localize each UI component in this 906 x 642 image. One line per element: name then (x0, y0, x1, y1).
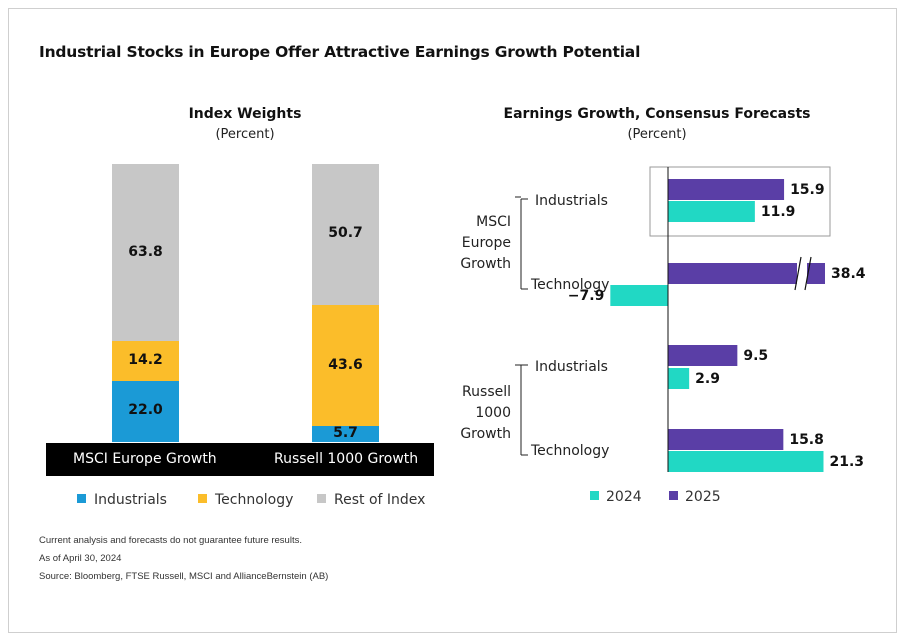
bar-rest-1 (312, 164, 379, 305)
footnote-disclaimer: Current analysis and forecasts do not gu… (39, 535, 302, 546)
footnote-source: Source: Bloomberg, FTSE Russell, MSCI an… (39, 571, 329, 582)
value-label-2024-2: 2.9 (695, 371, 720, 387)
index-weights-title: Index Weights (188, 106, 302, 122)
bracket-top-ticks (515, 196, 521, 366)
page-title: Industrial Stocks in Europe Offer Attrac… (39, 43, 641, 61)
value-label-2024-1: −7.9 (568, 288, 605, 304)
group-label-russell-line3: Growth (460, 426, 511, 442)
legend-label-rest: Rest of Index (334, 492, 426, 508)
footnotes: Current analysis and forecasts do not gu… (39, 532, 328, 586)
group-label-msci-line2: Europe (462, 235, 511, 251)
value-label-2025-3: 15.8 (789, 432, 824, 448)
value-label-2025-2: 9.5 (743, 348, 768, 364)
bracket-russell (520, 364, 528, 456)
group-label-msci-line3: Growth (460, 256, 511, 272)
footnote-date: As of April 30, 2024 (39, 553, 122, 564)
legend-label-industrials: Industrials (94, 492, 167, 508)
legend-item-industrials: Industrials (77, 492, 167, 508)
bar-2025-2 (668, 345, 738, 366)
legend-swatch-industrials (77, 494, 86, 503)
bar-2025-0 (668, 179, 785, 200)
legend-label-2024: 2024 (606, 489, 642, 505)
axis-break-gap (797, 260, 807, 287)
bar-2024-2 (668, 368, 690, 389)
bar-industrials-0 (112, 380, 179, 442)
value-label-2025-0: 15.9 (790, 182, 825, 198)
value-label-2024-0: 11.9 (761, 204, 796, 220)
bar-industrials-1 (312, 426, 379, 442)
bar-2024-0 (668, 201, 755, 222)
bar-2024-3 (668, 451, 824, 472)
category-industrials-russell: Industrials (535, 359, 608, 375)
category-label-msci: MSCI Europe Growth (73, 451, 217, 467)
bracket-msci (520, 198, 528, 290)
legend-item-technology: Technology (198, 492, 293, 508)
highlight-box (649, 166, 831, 237)
bar-2025-1 (668, 263, 825, 284)
index-weights-unit: (Percent) (215, 127, 275, 142)
value-label-2025-1: 38.4 (831, 266, 866, 282)
group-label-russell-line2: 1000 (475, 405, 511, 421)
bar-2024-1 (610, 285, 668, 306)
group-label-russell-line1: Russell (462, 384, 511, 400)
value-label-rest-0: 63.8 (128, 243, 163, 260)
category-technology-msci: Technology (530, 277, 609, 293)
group-label-msci-line1: MSCI (476, 214, 511, 230)
legend-item-rest: Rest of Index (317, 492, 425, 508)
category-label-russell: Russell 1000 Growth (274, 451, 419, 467)
value-label-industrials-0: 22.0 (128, 402, 163, 419)
legend-label-2025: 2025 (685, 489, 721, 505)
value-label-rest-1: 50.7 (328, 225, 363, 242)
axis-break-mark-right (804, 256, 812, 291)
bar-rest-0 (112, 164, 179, 342)
value-label-technology-1: 43.6 (328, 356, 363, 373)
legend-swatch-rest (317, 494, 326, 503)
category-band: MSCI Europe Growth Russell 1000 Growth (46, 443, 434, 476)
category-technology-russell: Technology (530, 443, 609, 459)
legend-swatch-2025 (669, 491, 678, 500)
value-label-2024-3: 21.3 (829, 454, 864, 470)
earnings-growth-title: Earnings Growth, Consensus Forecasts (503, 106, 811, 122)
legend-swatch-2024 (590, 491, 599, 500)
axis-break-mark-left (794, 256, 802, 291)
value-label-industrials-1: 5.7 (333, 425, 358, 442)
bar-2025-3 (668, 429, 784, 450)
legend-swatch-technology (198, 494, 207, 503)
legend-label-technology: Technology (215, 492, 294, 508)
value-label-technology-0: 14.2 (128, 352, 163, 369)
earnings-growth-unit: (Percent) (627, 127, 687, 142)
category-industrials-msci: Industrials (535, 193, 608, 209)
bar-technology-0 (112, 341, 179, 381)
bar-technology-1 (312, 304, 379, 427)
